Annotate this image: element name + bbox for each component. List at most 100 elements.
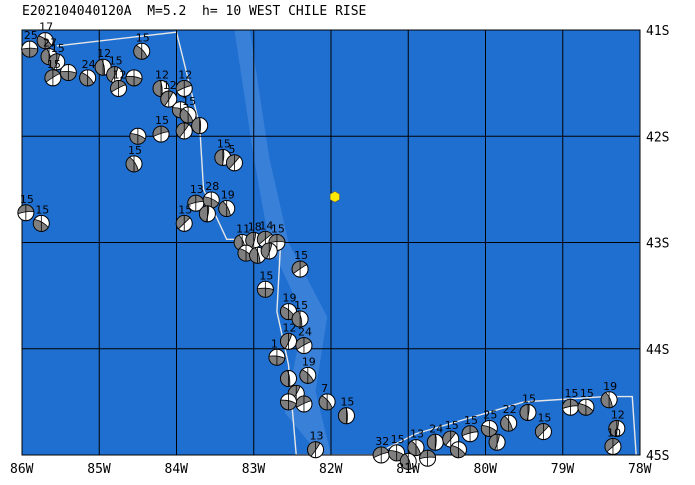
beachball-quadrant (179, 108, 194, 124)
beachball-quadrant (608, 420, 619, 437)
beachball-depth-label: 15 (155, 114, 169, 127)
beachball (280, 393, 298, 411)
beachball-depth-label: 25 (24, 29, 38, 42)
event-title: E202104040120A M=5.2 h= 10 WEST CHILE RI… (22, 4, 367, 19)
beachball-quadrant (280, 370, 291, 387)
beachball-depth-label: 12 (283, 321, 297, 334)
beachball-depth-label: 10 (607, 427, 621, 440)
beachball: 15 (44, 58, 62, 87)
beachball-depth-label: 15 (20, 193, 34, 206)
beachball-depth-label: 15 (109, 55, 123, 68)
beachball: 1 (268, 337, 286, 366)
beachball-depth-label: 15 (35, 203, 49, 216)
beachball-depth-label: 19 (221, 189, 235, 202)
beachball-depth-label: 15 (128, 144, 142, 157)
beachball: 13 (407, 428, 425, 457)
beachball-depth-label: 17 (39, 21, 53, 34)
beachball-quadrant (36, 35, 53, 50)
beachball: 15 (534, 412, 552, 441)
beachball-depth-label: 15 (537, 412, 551, 425)
beachball: 25 (480, 408, 498, 437)
beachball-depth-label: 15 (271, 223, 285, 236)
beachball: 12 (608, 408, 626, 437)
lon-label: 85W (87, 462, 111, 477)
beachball-depth-label: 15 (522, 393, 536, 406)
beachball: 12 (160, 79, 178, 108)
beachball: 15 (106, 55, 124, 84)
beachball-quadrant (125, 156, 139, 173)
beachball: 12 (280, 321, 298, 350)
beachball-depth-label: 15 (294, 249, 308, 262)
beachball-depth-label: 7 (321, 382, 328, 395)
beachball: 15 (133, 31, 151, 60)
beachball (198, 205, 216, 223)
lon-label: 80W (474, 462, 498, 477)
beachball-quadrant (218, 200, 231, 217)
beachball: 22 (500, 403, 518, 432)
beachball-quadrant (191, 117, 202, 135)
lon-label: 79W (551, 462, 575, 477)
beachball-quadrant (604, 438, 620, 453)
beachball: 15 (32, 203, 50, 232)
beachball-quadrant (318, 395, 333, 411)
beachball (399, 452, 417, 470)
beachball: 28 (202, 180, 220, 209)
boundary-line (56, 31, 637, 456)
beachball-quadrant (280, 305, 296, 320)
beachball-depth-label: 15 (136, 31, 150, 44)
beachball-depth-label: 15 (51, 42, 65, 55)
beachball: 10 (604, 427, 622, 455)
beachball: 24 (426, 422, 444, 451)
beachball: 15 (175, 203, 193, 232)
beachball-quadrant (152, 80, 163, 97)
beachball-depth-label: 32 (375, 435, 389, 448)
beachball: 15 (291, 249, 309, 278)
beachball-quadrant (450, 444, 466, 459)
lon-label: 84W (165, 462, 189, 477)
beachball: 15 (125, 144, 143, 173)
beachball-depth-label: 13 (410, 428, 424, 441)
beachball: 15 (17, 193, 35, 222)
beachball-quadrant (426, 433, 437, 451)
beachball (125, 69, 143, 87)
beachball: 15 (337, 396, 355, 425)
beachball: 15 (561, 387, 579, 416)
beachball-quadrant (32, 218, 49, 232)
beachball (175, 122, 193, 140)
beachball-depth-label: 15 (294, 299, 308, 312)
lon-label: 86W (10, 462, 34, 477)
beachball-depth-label: 15 (340, 396, 354, 409)
lon-label: 82W (319, 462, 343, 477)
beachball-depth-label: 15 (182, 95, 196, 108)
beachball-quadrant (577, 402, 594, 416)
beachball-quadrant (110, 80, 127, 93)
beachball: 19 (299, 355, 317, 384)
beachball-quadrant (600, 392, 613, 409)
beachball (419, 449, 437, 467)
beachball-quadrant (44, 69, 61, 83)
lat-label: 45S (646, 449, 669, 464)
beachball-depth-label: 27 (43, 37, 57, 50)
lon-label: 81W (396, 462, 420, 477)
beachball: 25 (21, 29, 39, 58)
beachball: 15 (291, 299, 309, 328)
beachball (295, 395, 313, 413)
beachball-depth-label: 12 (178, 68, 192, 81)
beachball: 32 (372, 435, 390, 464)
beachball-depth-label: 15 (391, 433, 405, 446)
beachball-depth-label: 24 (298, 326, 312, 339)
beachball: 15 (48, 42, 66, 71)
lat-label: 43S (646, 237, 669, 252)
beachball: 13 (307, 430, 325, 459)
beachball-depth-label: 12 (163, 79, 177, 92)
beachball-depth-label: 13 (190, 183, 204, 196)
beachball: 7 (318, 382, 336, 411)
beachball-depth-label: 12 (155, 68, 169, 81)
beachball: 15 (152, 114, 170, 143)
beachball: 13 (187, 183, 205, 212)
beachball-quadrant (295, 337, 312, 351)
lat-lon-grid (21, 29, 641, 456)
beachball-depth-label: 15 (445, 419, 459, 432)
beachball-depth-label: 15 (217, 138, 231, 151)
